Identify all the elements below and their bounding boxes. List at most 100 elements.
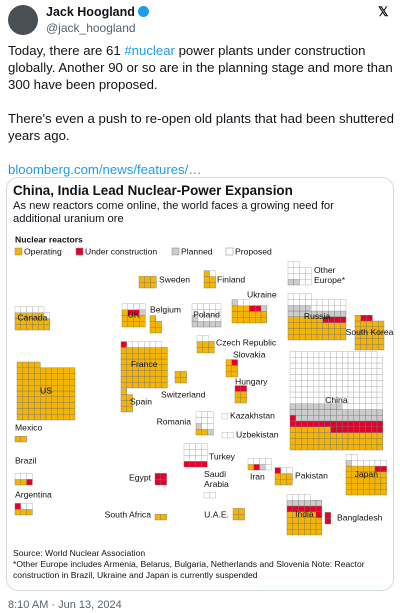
reactor-cell [34,396,41,403]
reactor-cell [318,444,326,451]
reactor-cell [305,273,312,280]
reactor-cell [280,467,287,474]
reactor-cell [295,403,302,410]
reactor-cell [143,382,151,389]
reactor-cell [68,414,76,421]
reactor-cell [150,276,157,283]
reactor-cell [313,386,320,393]
reactor-cell [322,299,329,306]
reactor-cell [336,444,343,451]
reactor-cell [191,321,199,328]
reactor-cell [14,324,22,331]
reactor-cell [126,406,133,413]
reactor-cell [143,376,151,383]
reactor-cell [347,415,355,422]
reactor-cell [286,505,294,513]
reactor-cell [365,380,372,387]
country-label: South Africa [105,509,152,519]
avatar[interactable] [8,5,38,35]
reactor-cell [369,460,376,467]
reactor-cell [120,347,128,354]
reactor-cell [376,397,384,404]
reactor-cell [293,316,300,323]
reactor-cell [371,403,378,410]
reactor-cell [120,406,128,413]
user-name[interactable]: Jack Hoogland [46,5,149,19]
reactor-cell [34,367,41,374]
reactor-cell [301,374,308,381]
link[interactable]: bloomberg.com/news/features/… [8,162,202,177]
reactor-cell [28,379,35,386]
reactor-cell [195,429,203,436]
reactor-cell [347,380,355,387]
reactor-cell [324,420,331,428]
reactor-cell [301,420,308,428]
reactor-cell [38,324,45,331]
country-label: Ukraine [247,289,277,299]
reactor-cell [287,328,295,335]
reactor-cell [342,432,349,439]
reactor-cell [286,473,293,480]
reactor-cell [353,432,360,439]
reactor-cell [342,362,349,370]
reactor-cell [292,494,299,501]
reactor-cell [126,376,133,383]
country-label: Hungary [235,376,268,386]
reactor-cell [287,316,295,323]
reactor-cell [120,353,128,360]
reactor-cell [201,461,208,468]
timestamp[interactable]: 8:10 AM · Jun 13, 2024 [8,599,122,611]
reactor-cell [287,305,295,312]
reactor-cell [155,382,162,389]
reactor-cell [295,409,302,416]
reactor-cell [304,494,311,501]
reactor-cell [289,415,297,422]
reactor-cell [359,426,366,433]
country-label: Egypt [129,472,152,482]
reactor-cell [286,500,294,507]
reactor-cell [126,394,133,401]
reactor-cell [68,385,76,392]
reactor-cell [318,415,326,422]
reactor-cell [324,368,331,375]
reactor-cell [359,380,366,387]
reactor-cell [120,376,128,383]
name-text[interactable]: Jack Hoogland [46,5,135,19]
reactor-cell [365,438,372,445]
user-handle[interactable]: @jack_hoogland [46,21,136,35]
reactor-cell [353,397,360,404]
reactor-cell [174,371,182,378]
reactor-cell [299,334,306,341]
reactor-cell [293,334,300,341]
reactor-cell [304,500,311,507]
reactor-cell [295,357,302,364]
reactor-cell [365,426,372,433]
x-logo[interactable]: 𝕏 [378,4,389,19]
country-label: India [295,509,314,519]
reactor-cell [334,328,341,335]
reactor-cell [305,293,312,300]
reactor-cell [336,380,343,387]
reactor-cell [328,299,335,306]
reactor-cell [289,444,297,451]
reactor-cell [307,444,314,451]
reactor-cell [14,503,22,510]
media-card[interactable] [6,177,394,591]
reactor-cell [307,391,314,399]
reactor-cell [307,409,314,416]
reactor-cell [342,415,349,422]
reactor-cell [347,374,355,381]
reactor-cell [295,368,302,375]
label-line: Saudi [204,469,226,479]
reactor-cell [313,362,320,370]
reactor-cell [353,409,360,416]
reactor-cell [126,370,133,377]
reactor-cell [366,315,373,322]
reactor-cell [292,500,299,507]
reactor-cell [357,460,364,467]
reactor-cell [307,351,314,358]
reactor-cell [22,367,29,374]
hashtag[interactable]: #nuclear [124,43,175,58]
reactor-cell [301,438,308,445]
reactor-cell [351,489,358,496]
